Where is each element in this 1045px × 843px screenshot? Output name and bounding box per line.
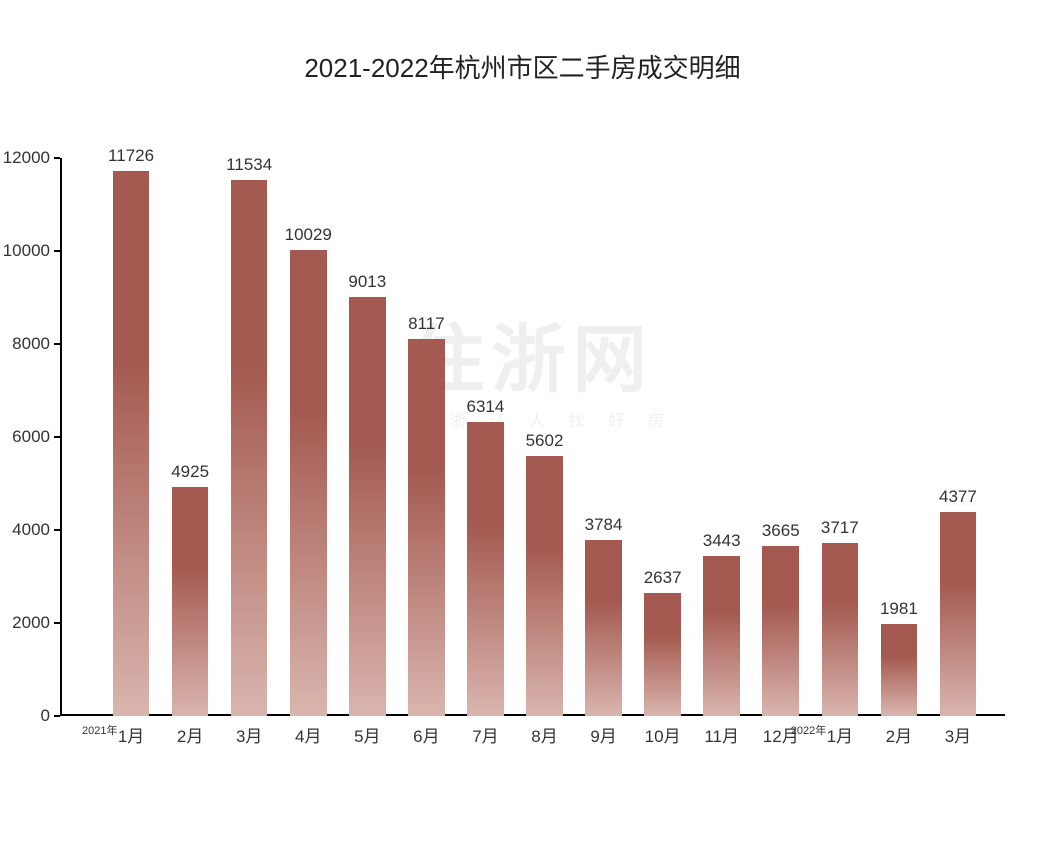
bar bbox=[585, 540, 622, 716]
ytick-mark bbox=[54, 529, 60, 531]
bar-value-label: 3665 bbox=[751, 521, 811, 541]
xtick-label: 3月 bbox=[928, 722, 988, 747]
year-marker: 2021年 bbox=[73, 722, 126, 738]
y-axis bbox=[60, 158, 62, 716]
bar bbox=[349, 297, 386, 716]
ytick-mark bbox=[54, 436, 60, 438]
bar bbox=[408, 339, 445, 716]
bar-value-label: 3784 bbox=[574, 515, 634, 535]
chart-title: 2021-2022年杭州市区二手房成交明细 bbox=[0, 48, 1045, 85]
ytick-label: 10000 bbox=[0, 241, 50, 261]
xtick-label: 9月 bbox=[574, 722, 634, 747]
ytick-label: 2000 bbox=[0, 613, 50, 633]
bar bbox=[467, 422, 504, 716]
ytick-mark bbox=[54, 250, 60, 252]
bar bbox=[172, 487, 209, 716]
ytick-label: 0 bbox=[0, 706, 50, 726]
xtick-label: 3月 bbox=[219, 722, 279, 747]
xtick-label: 11月 bbox=[692, 722, 752, 747]
xtick-label: 7月 bbox=[455, 722, 515, 747]
bar-value-label: 5602 bbox=[515, 431, 575, 451]
xtick-label: 8月 bbox=[515, 722, 575, 747]
bar-value-label: 11726 bbox=[101, 146, 161, 166]
xtick-label: 2月 bbox=[869, 722, 929, 747]
bar-value-label: 9013 bbox=[337, 272, 397, 292]
bar-value-label: 3717 bbox=[810, 518, 870, 538]
ytick-label: 4000 bbox=[0, 520, 50, 540]
ytick-label: 8000 bbox=[0, 334, 50, 354]
xtick-label: 6月 bbox=[396, 722, 456, 747]
xtick-label: 4月 bbox=[278, 722, 338, 747]
xtick-label: 2月 bbox=[160, 722, 220, 747]
xtick-label: 10月 bbox=[633, 722, 693, 747]
bar bbox=[526, 456, 563, 716]
ytick-mark bbox=[54, 343, 60, 345]
bar bbox=[822, 543, 859, 716]
bar-value-label: 1981 bbox=[869, 599, 929, 619]
bar-value-label: 2637 bbox=[633, 568, 693, 588]
ytick-label: 6000 bbox=[0, 427, 50, 447]
bar bbox=[231, 180, 268, 716]
year-marker: 2022年 bbox=[782, 722, 835, 738]
bar-value-label: 8117 bbox=[396, 314, 456, 334]
bar-value-label: 3443 bbox=[692, 531, 752, 551]
ytick-mark bbox=[54, 715, 60, 717]
bar-value-label: 6314 bbox=[455, 397, 515, 417]
bar-chart: 020004000600080001000012000117261月49252月… bbox=[60, 158, 1005, 716]
bar-value-label: 4925 bbox=[160, 462, 220, 482]
bar bbox=[290, 250, 327, 716]
ytick-mark bbox=[54, 157, 60, 159]
bar bbox=[881, 624, 918, 716]
bar bbox=[113, 171, 150, 716]
bar-value-label: 4377 bbox=[928, 487, 988, 507]
bar bbox=[940, 512, 977, 716]
ytick-label: 12000 bbox=[0, 148, 50, 168]
bar bbox=[703, 556, 740, 716]
ytick-mark bbox=[54, 622, 60, 624]
bar bbox=[762, 546, 799, 716]
bar-value-label: 11534 bbox=[219, 155, 279, 175]
bar-value-label: 10029 bbox=[278, 225, 338, 245]
xtick-label: 5月 bbox=[337, 722, 397, 747]
bar bbox=[644, 593, 681, 716]
